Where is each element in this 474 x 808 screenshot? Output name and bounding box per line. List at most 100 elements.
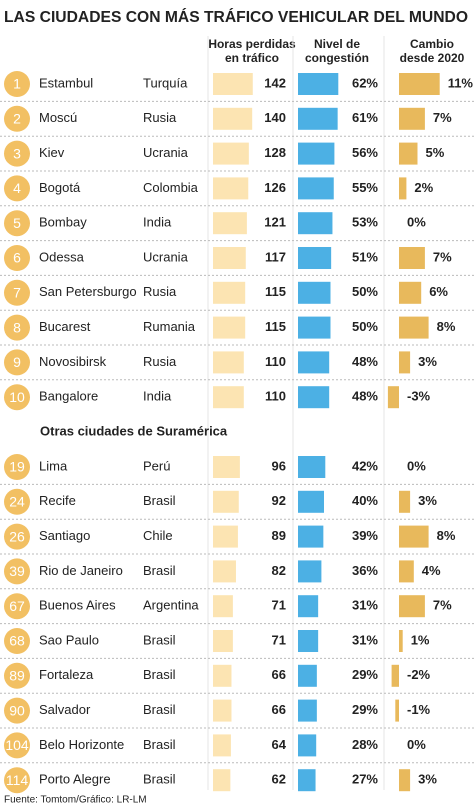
- congestion-value: 39%: [352, 528, 378, 543]
- city: Rio de Janeiro: [39, 563, 123, 578]
- rank-badge: [4, 71, 30, 97]
- congestion-value: 27%: [352, 772, 378, 787]
- rank: 1: [13, 76, 21, 92]
- hours-value: 66: [272, 702, 286, 717]
- change-value: 7%: [433, 598, 452, 613]
- country: India: [143, 215, 172, 230]
- rank: 114: [6, 772, 29, 788]
- hours-bar: [213, 386, 244, 409]
- country: Brasil: [143, 632, 176, 647]
- country: Rusia: [143, 284, 177, 299]
- change-bar: [399, 351, 411, 374]
- country: Perú: [143, 458, 170, 473]
- congestion-value: 62%: [352, 75, 378, 90]
- rank-badge: [4, 349, 30, 376]
- change-bar: [399, 316, 429, 339]
- hours-bar: [213, 525, 238, 548]
- congestion-value: 29%: [352, 667, 378, 682]
- rank: 2: [13, 111, 21, 127]
- city: Moscú: [39, 110, 77, 125]
- congestion-bar: [298, 73, 339, 95]
- hours-bar: [213, 73, 253, 95]
- hours-value: 71: [272, 598, 286, 613]
- city: Buenos Aires: [39, 598, 116, 613]
- rank-badge: [4, 314, 30, 341]
- hours-bar: [213, 142, 249, 165]
- city: Kiev: [39, 145, 65, 160]
- change-value: 7%: [433, 110, 452, 125]
- country: Brasil: [143, 772, 176, 787]
- city: Santiago: [39, 528, 90, 543]
- rank-badge: [4, 732, 30, 759]
- hours-bar: [213, 699, 232, 722]
- change-value: 5%: [426, 145, 445, 160]
- change-value: 0%: [407, 215, 426, 230]
- congestion-value: 48%: [352, 354, 378, 369]
- congestion-value: 29%: [352, 702, 378, 717]
- change-bar: [399, 73, 440, 95]
- hours-bar: [213, 560, 236, 583]
- change-bar: [399, 177, 407, 200]
- hours-value: 142: [264, 75, 286, 90]
- change-value: 3%: [418, 354, 437, 369]
- hours-bar: [213, 107, 253, 130]
- hours-bar: [213, 281, 246, 304]
- change-value: 8%: [437, 319, 456, 334]
- change-value: 3%: [418, 772, 437, 787]
- column-header: Nivel de: [314, 37, 360, 51]
- congestion-bar: [298, 281, 331, 304]
- column-header: Horas perdidas: [208, 37, 296, 51]
- city: Salvador: [39, 702, 91, 717]
- change-bar: [399, 525, 429, 548]
- hours-value: 115: [265, 319, 286, 334]
- change-bar: [399, 630, 403, 652]
- country: Turquía: [143, 75, 188, 90]
- hours-value: 82: [272, 563, 286, 578]
- congestion-bar: [298, 212, 333, 235]
- hours-value: 126: [264, 180, 286, 195]
- congestion-bar: [298, 769, 316, 792]
- change-bar: [399, 142, 418, 165]
- hours-value: 64: [272, 737, 287, 752]
- city: Belo Horizonte: [39, 737, 124, 752]
- hours-value: 62: [272, 772, 286, 787]
- column-header: en tráfico: [225, 51, 279, 65]
- congestion-value: 36%: [352, 563, 378, 578]
- change-value: -1%: [407, 702, 431, 717]
- rank-badge: [4, 384, 30, 411]
- change-value: 7%: [433, 249, 452, 264]
- congestion-bar: [298, 699, 317, 722]
- change-bar: [399, 595, 425, 618]
- rank-badge: [4, 245, 30, 271]
- congestion-bar: [298, 560, 322, 583]
- change-value: 6%: [429, 284, 448, 299]
- change-bar: [399, 281, 422, 304]
- hours-bar: [213, 212, 247, 235]
- city: Porto Alegre: [39, 772, 111, 787]
- hours-value: 121: [264, 215, 286, 230]
- country: Rusia: [143, 110, 177, 125]
- congestion-value: 53%: [352, 215, 378, 230]
- city: Bangalore: [39, 389, 98, 404]
- rank-badge: [4, 488, 30, 515]
- city: Lima: [39, 458, 68, 473]
- congestion-value: 28%: [352, 737, 378, 752]
- rank-badge: [4, 558, 30, 585]
- congestion-bar: [298, 525, 324, 548]
- hours-bar: [213, 490, 239, 513]
- rank: 9: [13, 354, 21, 370]
- city: Novosibirsk: [39, 354, 107, 369]
- hours-value: 71: [272, 632, 286, 647]
- country: Ucrania: [143, 249, 189, 264]
- congestion-value: 56%: [352, 145, 378, 160]
- country: Chile: [143, 528, 173, 543]
- congestion-bar: [298, 456, 326, 478]
- hours-value: 96: [272, 458, 286, 473]
- congestion-bar: [298, 734, 317, 757]
- congestion-value: 40%: [352, 493, 378, 508]
- rank: 10: [9, 389, 25, 405]
- city: Estambul: [39, 75, 93, 90]
- congestion-value: 50%: [352, 319, 378, 334]
- change-value: 11%: [448, 75, 474, 90]
